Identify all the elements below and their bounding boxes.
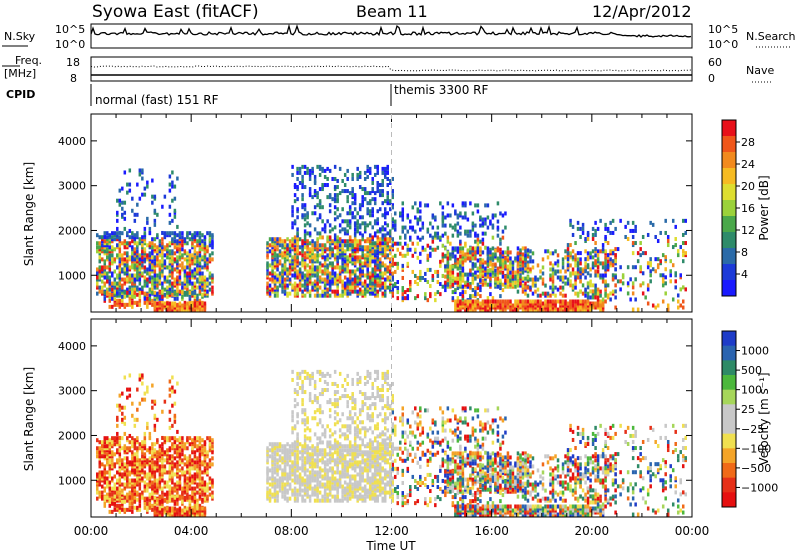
cpid-row: CPID normal (fast) 151 RF themis 3300 RF (6, 83, 488, 107)
velocity-colorbar-tick-6: −500 (741, 462, 771, 475)
noise-right-tick-top: 10^5 (708, 23, 738, 36)
velocity-colorbar-tick-2: 100 (741, 384, 762, 397)
velocity-colorbar-tick-0: 1000 (741, 345, 769, 358)
freq-left-tick-top: 18 (66, 56, 80, 69)
velocity-colorbar-swatch-3 (722, 375, 736, 391)
power-colorbar-tick-5: 8 (741, 246, 748, 259)
nave-right-tick-top: 60 (708, 56, 722, 69)
velocity-colorbar-swatch-8 (722, 448, 736, 464)
velocity-y-tick-1: 2000 (58, 429, 86, 442)
time-tick-5: 20:00 (575, 524, 610, 538)
noise-left-tick-top: 10^5 (55, 23, 85, 36)
velocity-colorbar-swatch-6 (722, 419, 736, 435)
time-tick-2: 08:00 (274, 524, 309, 538)
noise-left-tick-bottom: 10^0 (55, 38, 85, 51)
power-colorbar-tick-1: 24 (741, 158, 755, 171)
velocity-colorbar-swatch-5 (722, 404, 736, 420)
velocity-colorbar-tick-7: −1000 (741, 481, 778, 494)
velocity-colorbar: 1000 500 100 25 −25 −100 −500 −1000 Velocity [m… (721, 330, 778, 508)
velocity-colorbar-swatch-11 (722, 492, 736, 508)
power-colorbar-tick-2: 20 (741, 180, 755, 193)
power-y-tick-2: 3000 (58, 180, 86, 193)
nave-right-tick-bottom: 0 (708, 72, 715, 85)
nave-trace (90, 65, 692, 72)
power-colorbar-swatch-1 (722, 136, 736, 153)
noise-sky-trace (90, 23, 692, 38)
power-colorbar: 28 24 20 16 12 8 4 Power [dB] (721, 119, 771, 297)
power-panel: 1000 2000 3000 4000 Slant Range [km] (22, 113, 693, 313)
cpid-segment-normal: normal (fast) 151 RF (95, 93, 219, 107)
power-colorbar-swatch-8 (722, 248, 736, 265)
time-tick-0: 00:00 (74, 524, 109, 538)
power-colorbar-label: Power [dB] (757, 175, 771, 240)
beam-label: Beam 11 (356, 2, 428, 21)
power-colorbar-swatch-7 (722, 232, 736, 249)
freq-left-tick-bottom: 8 (70, 72, 77, 85)
velocity-colorbar-tick-4: −25 (741, 423, 764, 436)
time-tick-1: 04:00 (174, 524, 209, 538)
velocity-colorbar-tick-5: −100 (741, 442, 771, 455)
time-tick-4: 16:00 (474, 524, 509, 538)
velocity-colorbar-swatch-2 (722, 360, 736, 376)
power-y-tick-0: 1000 (58, 269, 86, 282)
velocity-y-tick-2: 3000 (58, 385, 86, 398)
noise-sky-label: N.Sky (4, 30, 36, 43)
date-label: 12/Apr/2012 (592, 2, 692, 21)
power-heatmap (96, 164, 687, 312)
power-colorbar-swatch-3 (722, 168, 736, 185)
velocity-colorbar-swatch-9 (722, 463, 736, 479)
power-colorbar-swatch-4 (722, 184, 736, 201)
power-colorbar-swatch-2 (722, 152, 736, 169)
power-colorbar-swatch-10 (722, 280, 736, 297)
time-axis: 00:00 04:00 08:00 12:00 16:00 20:00 00:00 (74, 524, 710, 538)
power-colorbar-tick-6: 4 (741, 268, 748, 281)
noise-search-label: N.Search (746, 30, 796, 43)
velocity-colorbar-label: Velocity [m s⁻¹] (757, 372, 771, 465)
velocity-y-axis-label: Slant Range [km] (22, 367, 36, 471)
nave-label: Nave (746, 64, 774, 77)
velocity-colorbar-tick-1: 500 (741, 364, 762, 377)
power-y-tick-1: 2000 (58, 224, 86, 237)
freq-unit-label: [MHz] (4, 67, 36, 80)
power-y-tick-3: 4000 (58, 135, 86, 148)
noise-right-tick-bottom: 10^0 (708, 38, 738, 51)
plot-title: Syowa East (fitACF) (92, 2, 259, 22)
time-tick-6: 00:00 (675, 524, 710, 538)
velocity-colorbar-swatch-4 (722, 389, 736, 405)
velocity-colorbar-swatch-10 (722, 477, 736, 493)
noise-panel: N.Sky 10^5 10^0 10^5 10^0 N.Search (2, 23, 796, 51)
velocity-colorbar-swatch-7 (722, 433, 736, 449)
power-colorbar-tick-4: 12 (741, 224, 755, 237)
power-colorbar-tick-3: 16 (741, 202, 755, 215)
freq-label: Freq. (15, 54, 42, 67)
cpid-segment-themis: themis 3300 RF (394, 83, 488, 97)
power-colorbar-tick-0: 28 (741, 136, 755, 149)
velocity-colorbar-swatch-0 (722, 331, 736, 347)
power-colorbar-swatch-0 (722, 120, 736, 137)
velocity-y-tick-0: 1000 (58, 474, 86, 487)
velocity-y-tick-3: 4000 (58, 340, 86, 353)
x-axis-label: Time UT (365, 539, 416, 553)
velocity-heatmap (96, 369, 687, 517)
velocity-panel: 1000 2000 3000 4000 Slant Range [km] (22, 318, 693, 518)
power-colorbar-swatch-5 (722, 200, 736, 217)
power-y-axis-label: Slant Range [km] (22, 162, 36, 266)
velocity-colorbar-tick-3: 25 (741, 403, 755, 416)
cpid-label: CPID (6, 88, 35, 101)
power-colorbar-swatch-6 (722, 216, 736, 233)
time-tick-3: 12:00 (374, 524, 409, 538)
power-colorbar-swatch-9 (722, 264, 736, 281)
velocity-colorbar-swatch-1 (722, 345, 736, 361)
frequency-panel: Freq. [MHz] 18 8 60 0 Nave (2, 54, 774, 85)
